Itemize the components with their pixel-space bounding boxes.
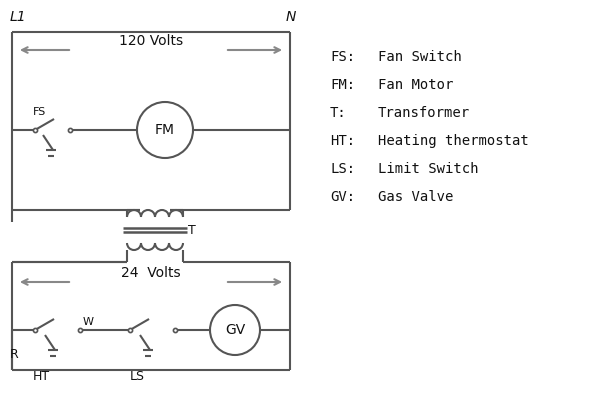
Text: FS:: FS: bbox=[330, 50, 355, 64]
Text: T:: T: bbox=[330, 106, 347, 120]
Text: L1: L1 bbox=[10, 10, 27, 24]
Text: 24  Volts: 24 Volts bbox=[121, 266, 181, 280]
Text: N: N bbox=[286, 10, 296, 24]
Text: HT: HT bbox=[33, 370, 50, 383]
Text: Heating thermostat: Heating thermostat bbox=[378, 134, 529, 148]
Text: Transformer: Transformer bbox=[378, 106, 470, 120]
Text: LS: LS bbox=[130, 370, 145, 383]
Text: GV:: GV: bbox=[330, 190, 355, 204]
Text: FS: FS bbox=[33, 107, 46, 117]
Text: GV: GV bbox=[225, 323, 245, 337]
Text: 120 Volts: 120 Volts bbox=[119, 34, 183, 48]
Text: FM:: FM: bbox=[330, 78, 355, 92]
Text: W: W bbox=[83, 317, 94, 327]
Text: Gas Valve: Gas Valve bbox=[378, 190, 453, 204]
Text: R: R bbox=[10, 348, 19, 361]
Text: Fan Motor: Fan Motor bbox=[378, 78, 453, 92]
Text: LS:: LS: bbox=[330, 162, 355, 176]
Text: Fan Switch: Fan Switch bbox=[378, 50, 462, 64]
Text: Limit Switch: Limit Switch bbox=[378, 162, 478, 176]
Text: FM: FM bbox=[155, 123, 175, 137]
Text: T: T bbox=[188, 224, 196, 236]
Text: HT:: HT: bbox=[330, 134, 355, 148]
